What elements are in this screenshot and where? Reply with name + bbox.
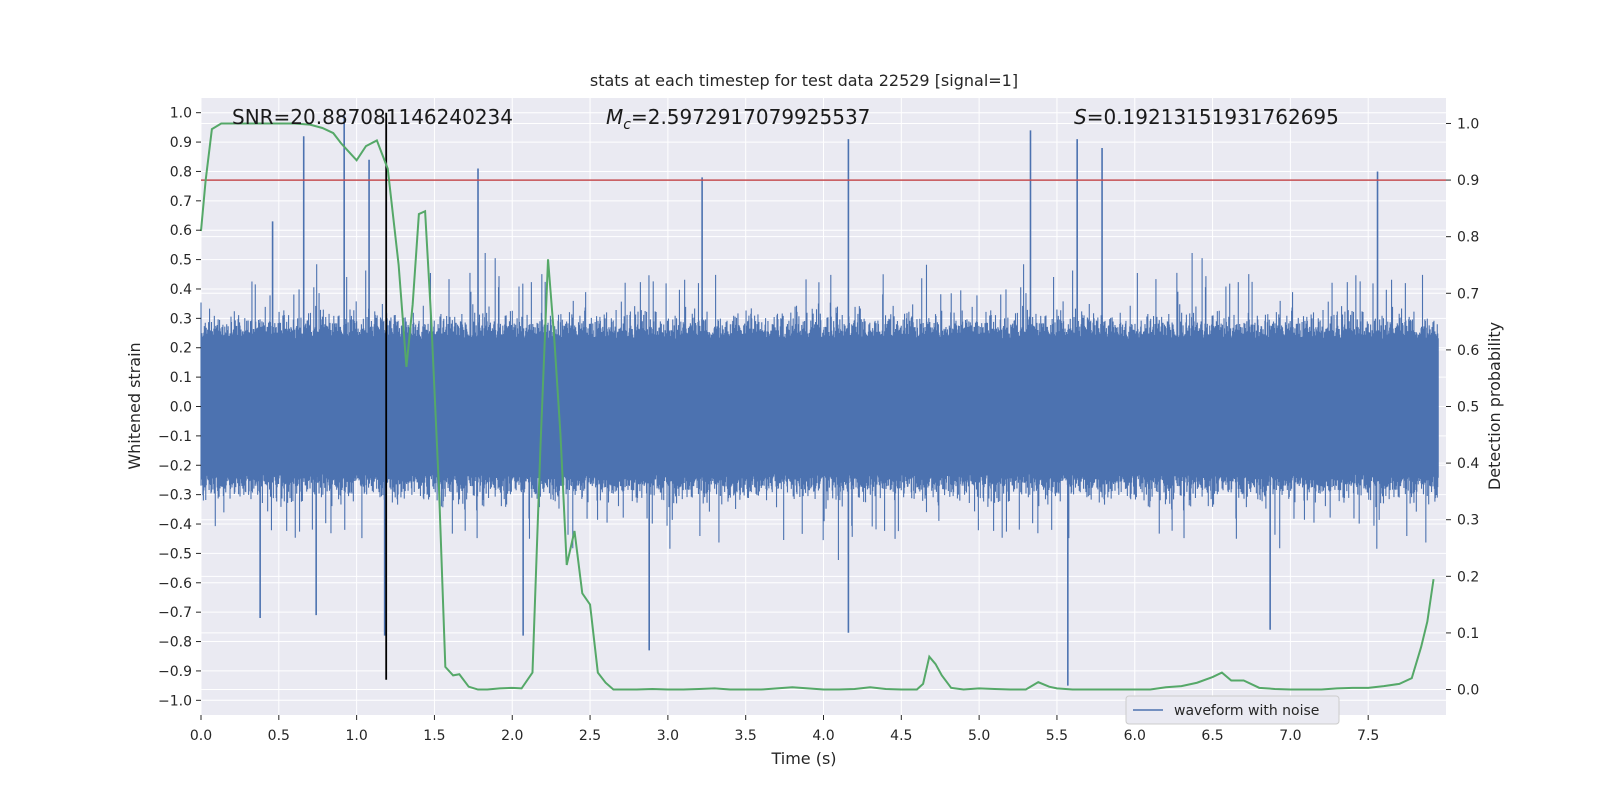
waveform-trace	[200, 252, 1439, 561]
x-tick-label: 2.5	[579, 728, 601, 744]
x-tick-label: 0.5	[268, 728, 290, 744]
y-right-ticks: 1.0 0.9 0.8 0.7 0.6 0.5 0.4 0.3 0.2 0.1 0.0	[1446, 116, 1479, 699]
y-right-tick-label: 0.0	[1457, 683, 1479, 699]
x-axis-label: Time (s)	[770, 749, 836, 768]
x-tick-label: 1.5	[423, 728, 445, 744]
y-left-ticks: 1.0 0.9 0.8 0.7 0.6 0.5 0.4 0.3 0.2 0.1 0.0 −0.1 −0.…	[158, 106, 201, 709]
y-left-tick-label: −0.6	[158, 576, 192, 592]
y-left-tick-label: −0.2	[158, 458, 192, 474]
waveform-series	[200, 115, 1439, 686]
y-left-axis-label: Whitened strain	[125, 342, 144, 469]
y-right-tick-label: 1.0	[1457, 116, 1479, 132]
y-right-tick-label: 0.9	[1457, 173, 1479, 189]
y-left-tick-label: 0.6	[170, 223, 192, 239]
x-tick-label: 7.0	[1279, 728, 1301, 744]
y-left-tick-label: 1.0	[170, 106, 192, 122]
y-left-tick-label: 0.2	[170, 341, 192, 357]
x-tick-label: 7.5	[1357, 728, 1379, 744]
x-tick-label: 6.5	[1201, 728, 1223, 744]
y-left-tick-label: 0.3	[170, 311, 192, 327]
x-tick-label: 2.0	[501, 728, 523, 744]
y-left-tick-label: 0.1	[170, 370, 192, 386]
probability-series	[200, 122, 1435, 691]
x-tick-label: 0.0	[190, 728, 212, 744]
y-left-tick-label: 0.7	[170, 194, 192, 210]
s-value: =0.19213151931762695	[1087, 105, 1339, 129]
y-left-tick-label: −0.4	[158, 517, 192, 533]
y-left-tick-label: 0.5	[170, 253, 192, 269]
x-ticks: 0.0 0.5 1.0 1.5 2.0 2.5 3.0 3.5 4.0 4.5 5.0 5.5 6.0 6…	[190, 715, 1379, 744]
x-tick-label: 1.0	[345, 728, 367, 744]
y-left-tick-label: −0.9	[158, 664, 192, 680]
mc-value: =2.5972917079925537	[631, 105, 870, 129]
legend: waveform with noise	[1125, 695, 1340, 725]
mc-symbol: M	[606, 105, 623, 129]
y-right-tick-label: 0.6	[1457, 343, 1479, 359]
x-tick-label: 4.0	[812, 728, 834, 744]
s-symbol: S	[1074, 105, 1087, 129]
y-right-tick-label: 0.7	[1457, 286, 1479, 302]
x-tick-label: 5.5	[1046, 728, 1068, 744]
y-right-tick-label: 0.1	[1457, 626, 1479, 642]
probability-line	[200, 122, 1435, 691]
y-left-tick-label: 0.9	[170, 135, 192, 151]
legend-box	[1125, 695, 1340, 725]
y-left-tick-label: −1.0	[158, 693, 192, 709]
legend-label-waveform: waveform with noise	[1174, 703, 1319, 719]
y-right-axis-label: Detection probability	[1485, 322, 1504, 490]
s-annotation: S=0.19213151931762695	[1074, 105, 1339, 129]
y-right-tick-label: 0.2	[1457, 569, 1479, 585]
chart-title: stats at each timestep for test data 225…	[590, 71, 1018, 90]
y-right-tick-label: 0.3	[1457, 513, 1479, 529]
y-left-tick-label: 0.0	[170, 400, 192, 416]
y-left-tick-label: 0.8	[170, 164, 192, 180]
x-tick-label: 5.0	[968, 728, 990, 744]
y-left-tick-label: −0.3	[158, 488, 192, 504]
y-right-tick-label: 0.4	[1457, 456, 1479, 472]
x-tick-label: 4.5	[890, 728, 912, 744]
y-right-tick-label: 0.8	[1457, 230, 1479, 246]
y-right-tick-label: 0.5	[1457, 400, 1479, 416]
y-left-tick-label: −0.7	[158, 605, 192, 621]
y-left-tick-label: −0.1	[158, 429, 192, 445]
mc-subscript: c	[623, 117, 631, 133]
y-left-tick-label: −0.8	[158, 635, 192, 651]
x-tick-label: 3.5	[735, 728, 757, 744]
snr-annotation: SNR=20.887081146240234	[232, 105, 513, 129]
mc-annotation: Mc=2.5972917079925537	[606, 105, 870, 133]
x-tick-label: 3.0	[657, 728, 679, 744]
x-tick-label: 6.0	[1124, 728, 1146, 744]
y-left-tick-label: 0.4	[170, 282, 192, 298]
y-left-tick-label: −0.5	[158, 546, 192, 562]
